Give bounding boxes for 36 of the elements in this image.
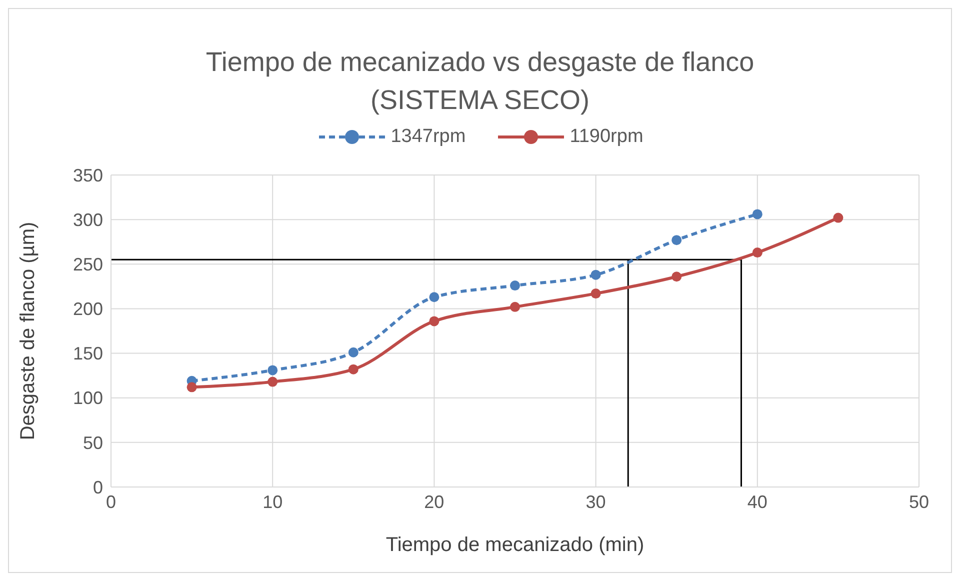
- y-tick-label: 350: [72, 165, 103, 186]
- point: [833, 212, 844, 223]
- point: [429, 292, 440, 302]
- x-tick-label: 0: [106, 492, 116, 512]
- x-tick-label: 50: [908, 492, 930, 512]
- point: [268, 365, 278, 376]
- point: [186, 382, 197, 392]
- point: [752, 209, 762, 220]
- x-tick-label: 40: [747, 492, 768, 512]
- point: [268, 376, 278, 387]
- point: [510, 302, 520, 312]
- y-tick-label: 100: [72, 388, 103, 408]
- y-tick-label: 150: [72, 344, 103, 364]
- x-tick-label: 30: [586, 492, 606, 512]
- y-tick-label: 50: [82, 432, 103, 453]
- y-tick-label: 200: [72, 299, 103, 320]
- point: [510, 280, 520, 291]
- point: [348, 347, 358, 358]
- point: [590, 288, 601, 299]
- x-axis-title: Tiempo de mecanizado (min): [386, 534, 644, 556]
- x-tick-label: 10: [262, 492, 283, 512]
- y-tick-label: 300: [72, 210, 103, 230]
- point: [672, 235, 682, 246]
- point: [590, 270, 601, 280]
- y-axis-title: Desgaste de flanco (µm): [17, 222, 40, 440]
- legend-label: 1190rpm: [570, 126, 644, 148]
- chart-title: Tiempo de mecanizado vs desgaste de flanco: [204, 46, 756, 79]
- y-tick-label: 0: [92, 477, 103, 498]
- point: [672, 272, 682, 282]
- y-tick-label: 250: [72, 254, 103, 275]
- legend-label: 1347rpm: [390, 126, 466, 148]
- point: [429, 316, 440, 326]
- chart-subtitle: (SISTEMA SECO): [369, 84, 591, 117]
- point: [348, 364, 358, 374]
- point: [752, 248, 762, 258]
- x-tick-label: 20: [424, 492, 444, 512]
